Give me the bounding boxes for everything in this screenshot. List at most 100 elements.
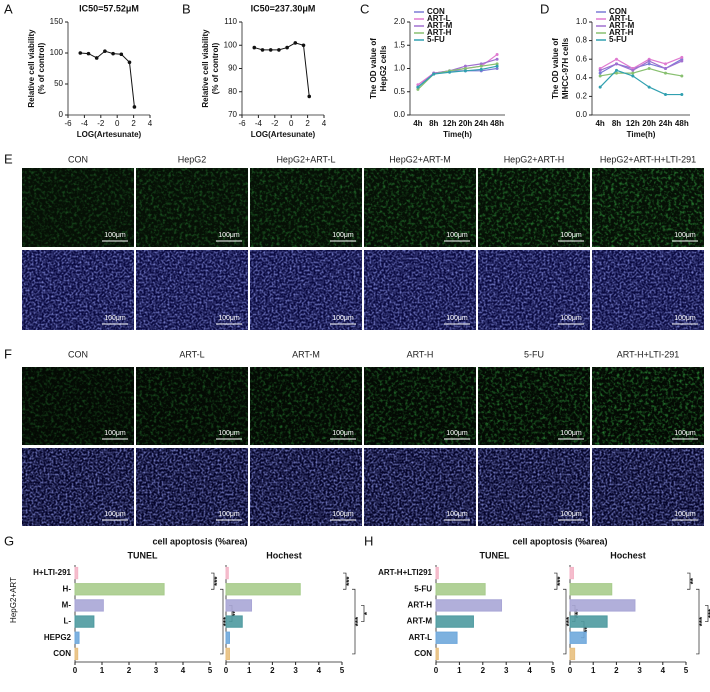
micrograph — [592, 250, 704, 330]
micrograph — [250, 367, 362, 445]
point — [285, 45, 289, 50]
point — [307, 94, 312, 99]
x-tick-label: 4 — [661, 666, 666, 675]
point — [495, 67, 499, 70]
point — [615, 57, 618, 61]
point — [647, 59, 651, 63]
micrograph — [22, 448, 134, 526]
scale-bar-label: 100μm — [560, 315, 582, 322]
axis — [241, 22, 324, 116]
bar — [225, 583, 301, 596]
point — [86, 51, 91, 56]
axis — [435, 565, 553, 663]
column-label: CON — [68, 349, 88, 359]
panel-label: F — [4, 346, 12, 361]
scale-bar-label: 100μm — [332, 315, 354, 322]
micrograph — [250, 168, 362, 247]
bar — [225, 599, 253, 612]
bar — [74, 566, 79, 580]
point — [111, 51, 115, 56]
scale-bar-label: 100μm — [332, 232, 354, 239]
y-tick-label: 110 — [224, 17, 237, 26]
point — [416, 85, 420, 89]
point — [416, 83, 420, 87]
x-tick-label: 48h — [675, 119, 689, 128]
point — [463, 69, 467, 73]
sig-label: *** — [698, 616, 707, 626]
sig-bracket — [554, 572, 558, 590]
sig-bracket — [563, 588, 567, 655]
point — [293, 41, 298, 45]
micrograph — [22, 168, 134, 247]
x-tick-label: 3 — [154, 666, 159, 675]
x-tick-label: 1 — [247, 666, 252, 675]
x-tick-label: -6 — [238, 119, 246, 128]
y-tick-label: 0.4 — [576, 73, 588, 82]
scale-bar-label: 100μm — [104, 511, 126, 518]
point — [463, 64, 467, 68]
scale-bar-label: 100μm — [218, 315, 240, 322]
point — [631, 74, 635, 78]
point — [598, 68, 602, 72]
micrograph — [22, 367, 134, 445]
scale-bar-label: 100μm — [674, 232, 696, 239]
sig-label: *** — [354, 616, 363, 626]
sig-label: *** — [213, 576, 222, 586]
point — [598, 74, 602, 78]
y-tick-label: 1.0 — [576, 17, 588, 26]
legend-label: 5-FU — [427, 35, 445, 44]
x-tick-label: 3 — [504, 666, 509, 675]
point — [647, 67, 651, 70]
scale-bar-label: 100μm — [104, 430, 126, 437]
y-tick-label: 1.5 — [394, 40, 406, 49]
axis — [569, 565, 686, 663]
y-tick-label: 100 — [224, 40, 238, 49]
micrograph — [592, 168, 704, 247]
x-tick-label: 12h — [443, 119, 457, 128]
axis — [225, 565, 342, 663]
bar — [569, 583, 613, 596]
point — [680, 55, 684, 59]
scale-bar-label: 100μm — [560, 511, 582, 518]
column-label: HepG2+ART-L — [276, 154, 335, 164]
micrograph — [250, 448, 362, 526]
x-tick-label: -4 — [255, 119, 263, 128]
micrograph — [364, 367, 476, 445]
column-label: ART-H — [407, 349, 434, 359]
point — [615, 71, 618, 75]
y-tick-label: 70 — [228, 110, 237, 119]
x-tick-label: 4 — [181, 666, 186, 675]
sig-bracket — [705, 605, 709, 622]
bar — [74, 583, 165, 596]
point — [103, 49, 107, 53]
x-tick-label: 2 — [127, 666, 132, 675]
bar — [435, 615, 474, 628]
point — [664, 62, 667, 66]
x-tick-label: 0 — [115, 119, 120, 128]
point — [479, 62, 483, 66]
y-axis-label: (% of control) — [211, 42, 220, 94]
sig-label: ** — [689, 577, 698, 584]
micrograph — [136, 250, 248, 330]
scale-bar-label: 100μm — [446, 511, 468, 518]
point — [598, 71, 602, 75]
group-label: HepG2+ART — [9, 577, 18, 623]
sig-label: *** — [707, 608, 710, 618]
scale-bar-label: 100μm — [218, 430, 240, 437]
scale-bar-label: 100μm — [446, 232, 468, 239]
x-tick-label: 3 — [637, 666, 642, 675]
micrograph — [478, 448, 590, 526]
column-label: HepG2+ART-H — [504, 154, 565, 164]
column-label: 5-FU — [524, 349, 544, 359]
point — [94, 56, 99, 60]
x-tick-label: 5 — [208, 666, 213, 675]
y-tick-label: 5-FU — [414, 584, 432, 593]
sig-bracket — [343, 572, 347, 590]
point — [680, 74, 684, 78]
point — [252, 45, 257, 50]
x-axis-label: LOG(Artesunate) — [77, 130, 142, 139]
y-tick-label: 150 — [50, 17, 64, 26]
chart-title: TUNEL — [480, 550, 510, 560]
scale-bar-label: 100μm — [560, 430, 582, 437]
